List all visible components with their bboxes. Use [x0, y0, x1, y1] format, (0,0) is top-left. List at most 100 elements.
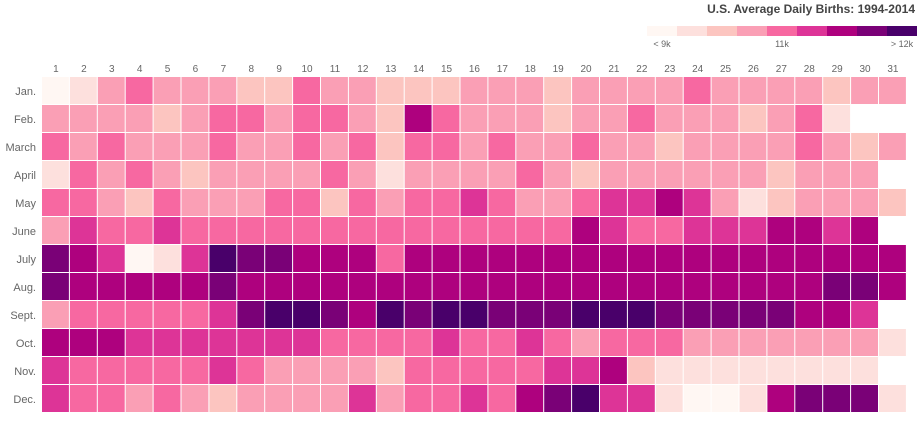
heatmap-cell [209, 357, 237, 384]
heatmap-cell [488, 273, 516, 300]
heatmap-cell [265, 133, 293, 160]
heatmap-cell [655, 77, 683, 104]
heatmap-cell [516, 357, 544, 384]
heatmap-cell [823, 133, 851, 160]
heatmap-cell [600, 329, 627, 356]
heatmap-cell [348, 105, 376, 132]
heatmap-cell [97, 301, 125, 328]
heatmap-cell [321, 301, 348, 328]
heatmap-cell [42, 357, 69, 384]
heatmap-cell [293, 133, 320, 160]
heatmap-cell [209, 133, 237, 160]
day-labels: 1 2 3 4 5 6 7 8 9 10 11 12 13 14 15 16 17 18 19 20 21 22 23 24 2… [53, 64, 899, 75]
heatmap-cell [404, 217, 432, 244]
day-label: 31 [887, 64, 899, 75]
heatmap-cell [544, 77, 572, 104]
heatmap-cell [237, 329, 265, 356]
heatmap-cell [683, 385, 711, 412]
heatmap-cell [516, 133, 544, 160]
heatmap-cell [767, 217, 795, 244]
heatmap-cell [544, 189, 572, 216]
heatmap-cell [739, 133, 767, 160]
heatmap-cell [125, 133, 153, 160]
heatmap-cell [69, 329, 97, 356]
heatmap-cell [795, 77, 823, 104]
heatmap-cell [293, 329, 320, 356]
heatmap-cell [348, 245, 376, 272]
day-label: 17 [497, 64, 509, 75]
heatmap-cell [42, 133, 69, 160]
heatmap-cell [711, 105, 739, 132]
heatmap-cell [739, 329, 767, 356]
day-label: 3 [109, 64, 115, 75]
heatmap-cell [488, 245, 516, 272]
heatmap-cell [348, 161, 376, 188]
heatmap-cell [97, 189, 125, 216]
heatmap-cell [153, 385, 181, 412]
month-label: June [12, 226, 36, 238]
month-label: May [15, 198, 36, 210]
heatmap-cell [488, 301, 516, 328]
heatmap-cell [879, 245, 906, 272]
heatmap-cell [209, 105, 237, 132]
heatmap-cell [627, 329, 655, 356]
heatmap-cell [879, 385, 906, 412]
heatmap-cell [795, 329, 823, 356]
heatmap-cell [265, 77, 293, 104]
heatmap-cell [376, 329, 404, 356]
heatmap-cell [321, 189, 348, 216]
heatmap-cell [209, 217, 237, 244]
heatmap-cell [544, 385, 572, 412]
heatmap-cell [683, 105, 711, 132]
heatmap-cell [851, 189, 878, 216]
day-label: 2 [81, 64, 87, 75]
heatmap-cell [209, 273, 237, 300]
heatmap-cell [795, 161, 823, 188]
heatmap-cell [432, 77, 460, 104]
heatmap-cell [153, 77, 181, 104]
heatmap-cell [237, 385, 265, 412]
heatmap-cell [795, 245, 823, 272]
heatmap-cell [739, 357, 767, 384]
heatmap-cell [572, 161, 599, 188]
heatmap-cell [209, 301, 237, 328]
day-label: 19 [553, 64, 565, 75]
heatmap-cell [404, 385, 432, 412]
heatmap-cell [516, 329, 544, 356]
legend-swatch [677, 26, 707, 36]
heatmap-cell [627, 77, 655, 104]
month-label: April [14, 170, 36, 182]
heatmap-cell [125, 385, 153, 412]
heatmap-cell [739, 217, 767, 244]
heatmap-cell [237, 301, 265, 328]
heatmap-cell [293, 301, 320, 328]
heatmap-cell [600, 357, 627, 384]
heatmap-cell [432, 161, 460, 188]
heatmap-cell [321, 385, 348, 412]
heatmap-cell [823, 385, 851, 412]
heatmap-cell [432, 105, 460, 132]
heatmap-cell [69, 77, 97, 104]
day-label: 26 [748, 64, 760, 75]
heatmap-cell [488, 329, 516, 356]
heatmap-cell [516, 161, 544, 188]
heatmap-cell [209, 77, 237, 104]
heatmap-cell [237, 77, 265, 104]
heatmap-cell [209, 329, 237, 356]
heatmap-cell [404, 189, 432, 216]
heatmap-cell [683, 217, 711, 244]
heatmap-cell [823, 105, 851, 132]
heatmap-cell [376, 133, 404, 160]
heatmap-cell [823, 217, 851, 244]
heatmap-cell [851, 245, 878, 272]
heatmap-cell [739, 301, 767, 328]
heatmap-cell [600, 77, 627, 104]
heatmap-cell [600, 217, 627, 244]
month-labels: Jan. Feb. March April May June July Aug. Sept. Oc… [5, 86, 36, 406]
heatmap-cell [627, 385, 655, 412]
heatmap-cell [823, 189, 851, 216]
month-label: July [16, 254, 36, 266]
heatmap-cell [544, 133, 572, 160]
heatmap-cell [404, 301, 432, 328]
heatmap-cell [683, 189, 711, 216]
